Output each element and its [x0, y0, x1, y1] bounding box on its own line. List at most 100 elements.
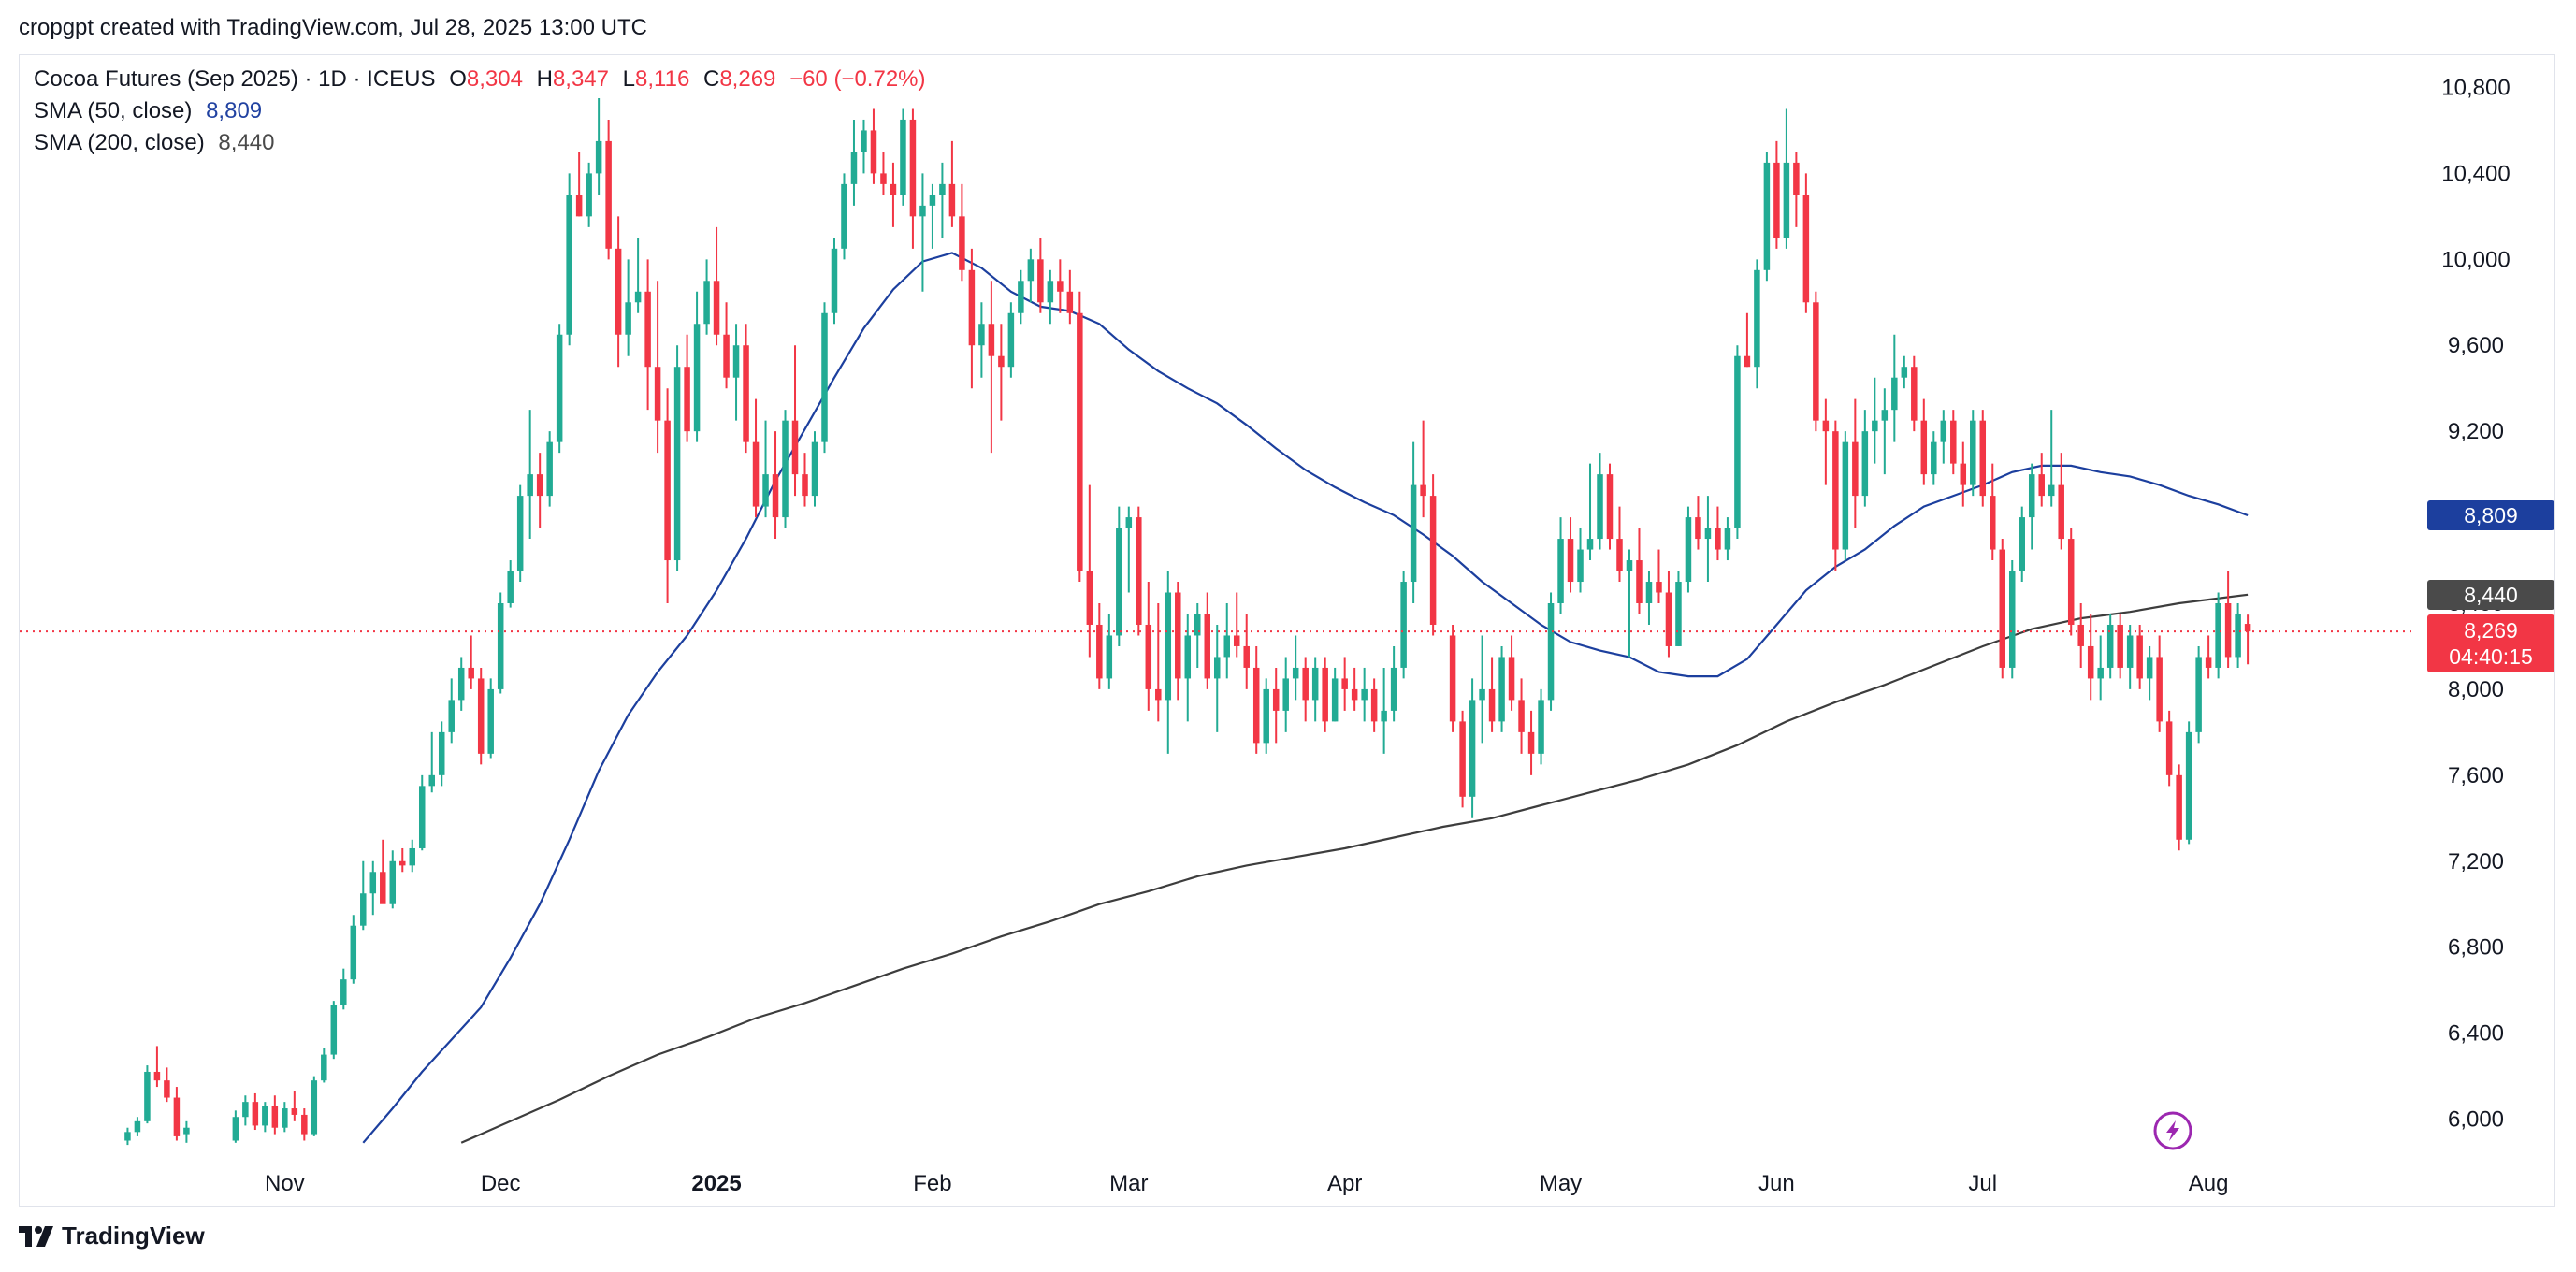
candle	[1547, 592, 1555, 711]
candle-body	[1488, 688, 1496, 722]
candle	[684, 334, 690, 442]
sma200-price-tag-value: 8,440	[2464, 582, 2518, 607]
candle-body	[1498, 657, 1505, 722]
x-tick-label: Jun	[1758, 1171, 1795, 1196]
candle	[2067, 528, 2075, 636]
legend-symbol-row[interactable]: Cocoa Futures (Sep 2025) · 1D · ICEUS O8…	[34, 64, 926, 95]
candle-body	[782, 420, 789, 518]
sma50-label[interactable]: SMA (50, close)	[34, 98, 193, 123]
candle	[2077, 603, 2084, 668]
chart-frame[interactable]: 6,0006,4006,8007,2007,6008,0008,4008,800…	[19, 54, 2555, 1207]
candle-body	[1194, 614, 1201, 636]
candle	[2215, 592, 2221, 679]
candle	[2235, 603, 2241, 668]
candle	[2205, 635, 2212, 679]
candle-body	[566, 195, 572, 335]
candle-body	[1597, 474, 1603, 540]
candle-body	[2067, 539, 2075, 625]
candle	[1311, 657, 1319, 722]
candle	[1724, 517, 1731, 561]
candle-body	[1606, 474, 1614, 540]
candle	[438, 721, 445, 787]
candle	[1488, 657, 1496, 732]
sma50-price-tag: 8,809	[2427, 500, 2554, 530]
candle-body	[1272, 688, 1280, 711]
candle	[1136, 506, 1142, 636]
close-value: 8,269	[719, 66, 776, 92]
candle-body	[723, 334, 730, 378]
sma200-price-tag: 8,440	[2427, 579, 2554, 610]
candle	[399, 847, 406, 873]
tradingview-footer[interactable]: TradingView	[19, 1221, 205, 1250]
candle-body	[1999, 549, 2006, 668]
candle	[1832, 420, 1839, 571]
candle-body	[2106, 624, 2114, 668]
candle-body	[1252, 667, 1260, 744]
candle-body	[870, 130, 877, 174]
candle	[566, 173, 572, 346]
candle	[644, 259, 651, 411]
y-tick-label: 7,600	[2448, 763, 2504, 788]
candle	[477, 667, 485, 765]
candle-body	[1351, 688, 1358, 701]
sma50-value: 8,809	[206, 98, 263, 123]
candle-body	[1341, 678, 1348, 689]
candle-body	[1577, 549, 1584, 583]
candle-body	[909, 119, 917, 217]
candle-body	[1469, 700, 1476, 797]
candle	[153, 1046, 161, 1088]
candle	[2048, 410, 2055, 507]
candle	[1990, 463, 1996, 561]
candle	[1429, 474, 1437, 636]
candle	[1125, 506, 1133, 593]
candle-body	[2048, 484, 2055, 497]
candle	[713, 226, 720, 346]
sma200-label[interactable]: SMA (200, close)	[34, 130, 205, 155]
candle-body	[2117, 624, 2123, 668]
candle-body	[448, 700, 455, 732]
lightning-icon[interactable]	[2153, 1111, 2192, 1150]
candle	[1175, 582, 1181, 701]
candle-body	[516, 496, 524, 571]
candle-body	[1449, 635, 1456, 722]
candle	[909, 108, 917, 249]
candle-body	[1813, 302, 1819, 421]
candle-body	[409, 847, 416, 866]
candle	[2097, 635, 2104, 701]
candle	[762, 420, 769, 518]
candle	[350, 915, 357, 984]
candle	[850, 119, 858, 206]
candle	[1911, 355, 1918, 432]
candle-body	[1852, 441, 1859, 497]
candle-body	[998, 355, 1005, 368]
candle	[1007, 302, 1015, 378]
candle-body	[1891, 377, 1898, 411]
legend-sma50-row[interactable]: SMA (50, close) 8,809	[34, 95, 926, 127]
candle-body	[2087, 645, 2094, 679]
legend-sma200-row[interactable]: SMA (200, close) 8,440	[34, 127, 926, 159]
candle	[2126, 624, 2134, 689]
candle-body	[1184, 635, 1192, 679]
candle	[605, 119, 612, 260]
candle-body	[1136, 517, 1142, 625]
candle	[1047, 269, 1054, 325]
candle-body	[693, 324, 701, 432]
symbol-title[interactable]: Cocoa Futures (Sep 2025) · 1D · ICEUS	[34, 66, 436, 92]
candle	[723, 302, 730, 389]
candle	[1381, 667, 1387, 754]
candlestick-chart[interactable]: 6,0006,4006,8007,2007,6008,0008,4008,800…	[20, 55, 2556, 1207]
candle	[2224, 571, 2232, 668]
candle	[301, 1108, 308, 1141]
candle	[1557, 517, 1564, 614]
candle	[164, 1067, 170, 1103]
low-label: L	[622, 66, 636, 92]
candle-body	[389, 860, 397, 904]
candle-body	[360, 893, 367, 926]
candle-body	[1057, 281, 1064, 292]
candle	[1184, 614, 1192, 722]
candle-body	[2205, 657, 2212, 668]
candle	[870, 108, 877, 184]
candle	[1204, 592, 1211, 689]
candle	[890, 162, 897, 227]
tradingview-logo-icon	[19, 1225, 56, 1247]
